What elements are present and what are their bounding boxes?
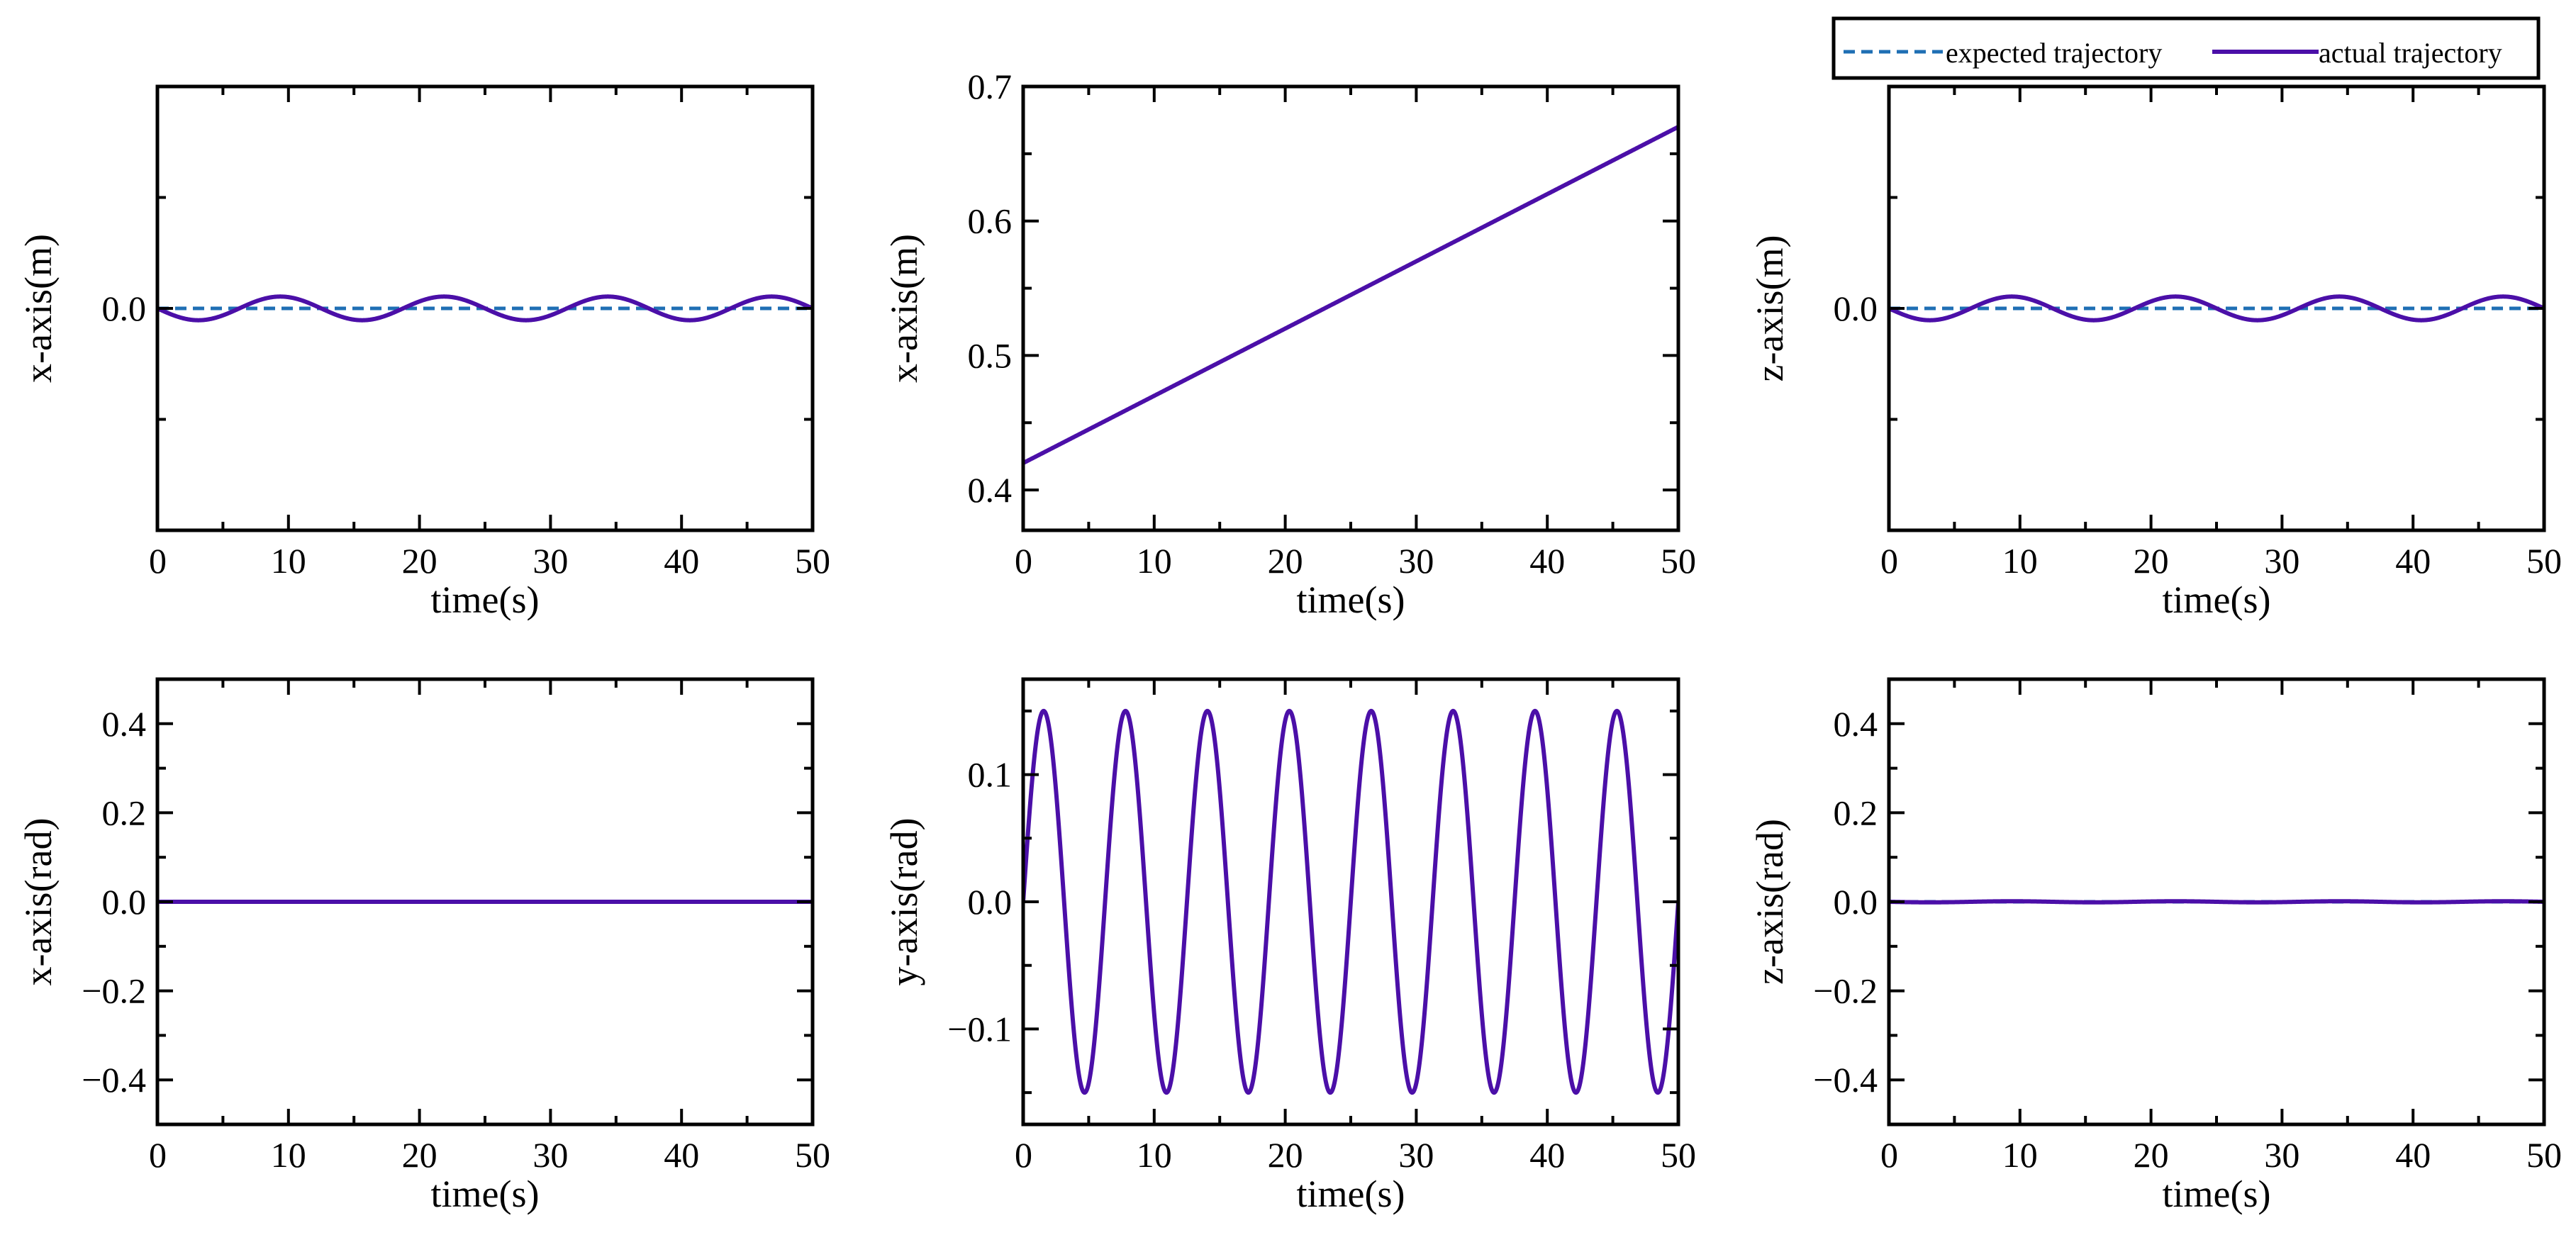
x-tick-label: 40 [664, 541, 699, 581]
x-axis-label: time(s) [1297, 579, 1405, 621]
plot-frame [1021, 84, 1680, 532]
x-tick-label: 30 [1398, 541, 1434, 581]
y-tick-label: 0.0 [1834, 289, 1878, 328]
legend-actual-label: actual trajectory [2319, 37, 2502, 69]
actual-trajectory-line [157, 294, 813, 323]
x-tick-label: 0 [1880, 1135, 1898, 1175]
y-tick-label: 0.0 [102, 289, 147, 328]
actual-trajectory-line [1889, 294, 2544, 323]
x-tick-label: 10 [1137, 1135, 1172, 1175]
x-tick-label: 30 [2264, 541, 2299, 581]
x-tick-label: 0 [149, 541, 167, 581]
x-tick-label: 30 [2264, 1135, 2299, 1175]
x-tick-label: 40 [2395, 541, 2431, 581]
panel-y-position: 0 10 20 30 40 50 0.4 0.5 0.6 0.7 time(s) x-axis(m) [883, 67, 1696, 621]
x-tick-label: 50 [795, 541, 830, 581]
x-axis-label: time(s) [2163, 579, 2271, 621]
y-tick-label: −0.2 [1813, 971, 1878, 1011]
x-tick-label: 50 [795, 1135, 830, 1175]
legend-expected-label: expected trajectory [1946, 37, 2162, 69]
panel-x-rotation: 0 10 20 30 40 50 0.4 0.2 0.0 −0.2 −0.4 time(s) x-axi… [17, 677, 830, 1215]
y-tick-label: −0.1 [947, 1009, 1012, 1049]
x-tick-label: 20 [2134, 1135, 2169, 1175]
x-tick-label: 30 [533, 1135, 568, 1175]
x-tick-label: 10 [271, 541, 306, 581]
y-axis-label: x-axis(rad) [17, 818, 60, 986]
x-tick-label: 20 [402, 541, 437, 581]
y-tick-label: 0.4 [102, 704, 147, 744]
x-tick-label: 50 [1661, 541, 1696, 581]
x-tick-label: 50 [1661, 1135, 1696, 1175]
x-tick-label: 10 [271, 1135, 306, 1175]
x-tick-label: 20 [402, 1135, 437, 1175]
x-tick-label: 0 [149, 1135, 167, 1175]
y-tick-label: 0.5 [968, 335, 1013, 375]
panel-x-position: 0 10 20 30 40 50 0.0 time(s) x-axis(m) [17, 84, 830, 621]
y-axis-label: z-axis(rad) [1749, 819, 1791, 985]
y-axis-label: x-axis(m) [883, 234, 925, 383]
x-tick-label: 10 [2002, 541, 2038, 581]
y-tick-label: 0.0 [1834, 882, 1878, 922]
x-tick-label: 40 [664, 1135, 699, 1175]
x-tick-label: 20 [1268, 541, 1303, 581]
actual-trajectory-line [1889, 899, 2544, 905]
x-tick-label: 40 [2395, 1135, 2431, 1175]
x-axis-label: time(s) [431, 1173, 540, 1215]
panel-z-rotation: 0 10 20 30 40 50 0.4 0.2 0.0 −0.2 −0.4 time(s) z-axi… [1749, 677, 2562, 1215]
panel-y-rotation: 0 10 20 30 40 50 0.1 0.0 −0.1 time(s) y-axis(rad) [883, 677, 1696, 1215]
legend-frame [1831, 16, 2541, 80]
y-axis-label: y-axis(rad) [883, 818, 925, 986]
y-tick-label: −0.4 [1813, 1060, 1878, 1100]
x-tick-label: 10 [2002, 1135, 2038, 1175]
y-tick-label: 0.0 [968, 882, 1013, 922]
y-tick-label: −0.4 [82, 1060, 146, 1100]
x-axis-label: time(s) [2163, 1173, 2271, 1215]
y-tick-label: 0.4 [1834, 704, 1878, 744]
y-tick-label: 0.7 [968, 67, 1013, 106]
x-axis-label: time(s) [431, 579, 540, 621]
x-tick-label: 30 [1398, 1135, 1434, 1175]
x-tick-label: 40 [1529, 541, 1565, 581]
x-tick-label: 50 [2526, 1135, 2562, 1175]
y-tick-label: 0.1 [968, 755, 1013, 795]
y-tick-label: 0.2 [102, 793, 147, 832]
x-tick-label: 50 [2526, 541, 2562, 581]
y-tick-label: 0.4 [968, 470, 1013, 510]
x-tick-label: 20 [1268, 1135, 1303, 1175]
x-tick-label: 20 [2134, 541, 2169, 581]
x-tick-label: 0 [1015, 1135, 1032, 1175]
y-axis-label: z-axis(m) [1749, 235, 1791, 382]
x-tick-label: 40 [1529, 1135, 1565, 1175]
y-tick-label: 0.2 [1834, 793, 1878, 832]
x-tick-label: 10 [1137, 541, 1172, 581]
actual-trajectory-line [1023, 708, 1678, 1095]
y-tick-label: 0.0 [102, 882, 147, 922]
x-tick-label: 30 [533, 541, 568, 581]
y-tick-label: −0.2 [82, 971, 146, 1011]
panel-z-position: 0 10 20 30 40 50 0.0 time(s) z-axis(m) [1749, 84, 2562, 621]
y-axis-label: x-axis(m) [17, 234, 60, 383]
x-axis-label: time(s) [1297, 1173, 1405, 1215]
x-tick-label: 0 [1880, 541, 1898, 581]
x-tick-label: 0 [1015, 541, 1032, 581]
actual-trajectory-line [1023, 125, 1678, 465]
legend: expected trajectory actual trajectory [1831, 16, 2541, 80]
y-tick-label: 0.6 [968, 201, 1013, 241]
